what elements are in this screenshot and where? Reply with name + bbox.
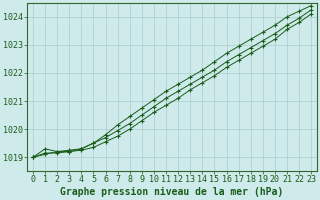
X-axis label: Graphe pression niveau de la mer (hPa): Graphe pression niveau de la mer (hPa) — [60, 187, 284, 197]
